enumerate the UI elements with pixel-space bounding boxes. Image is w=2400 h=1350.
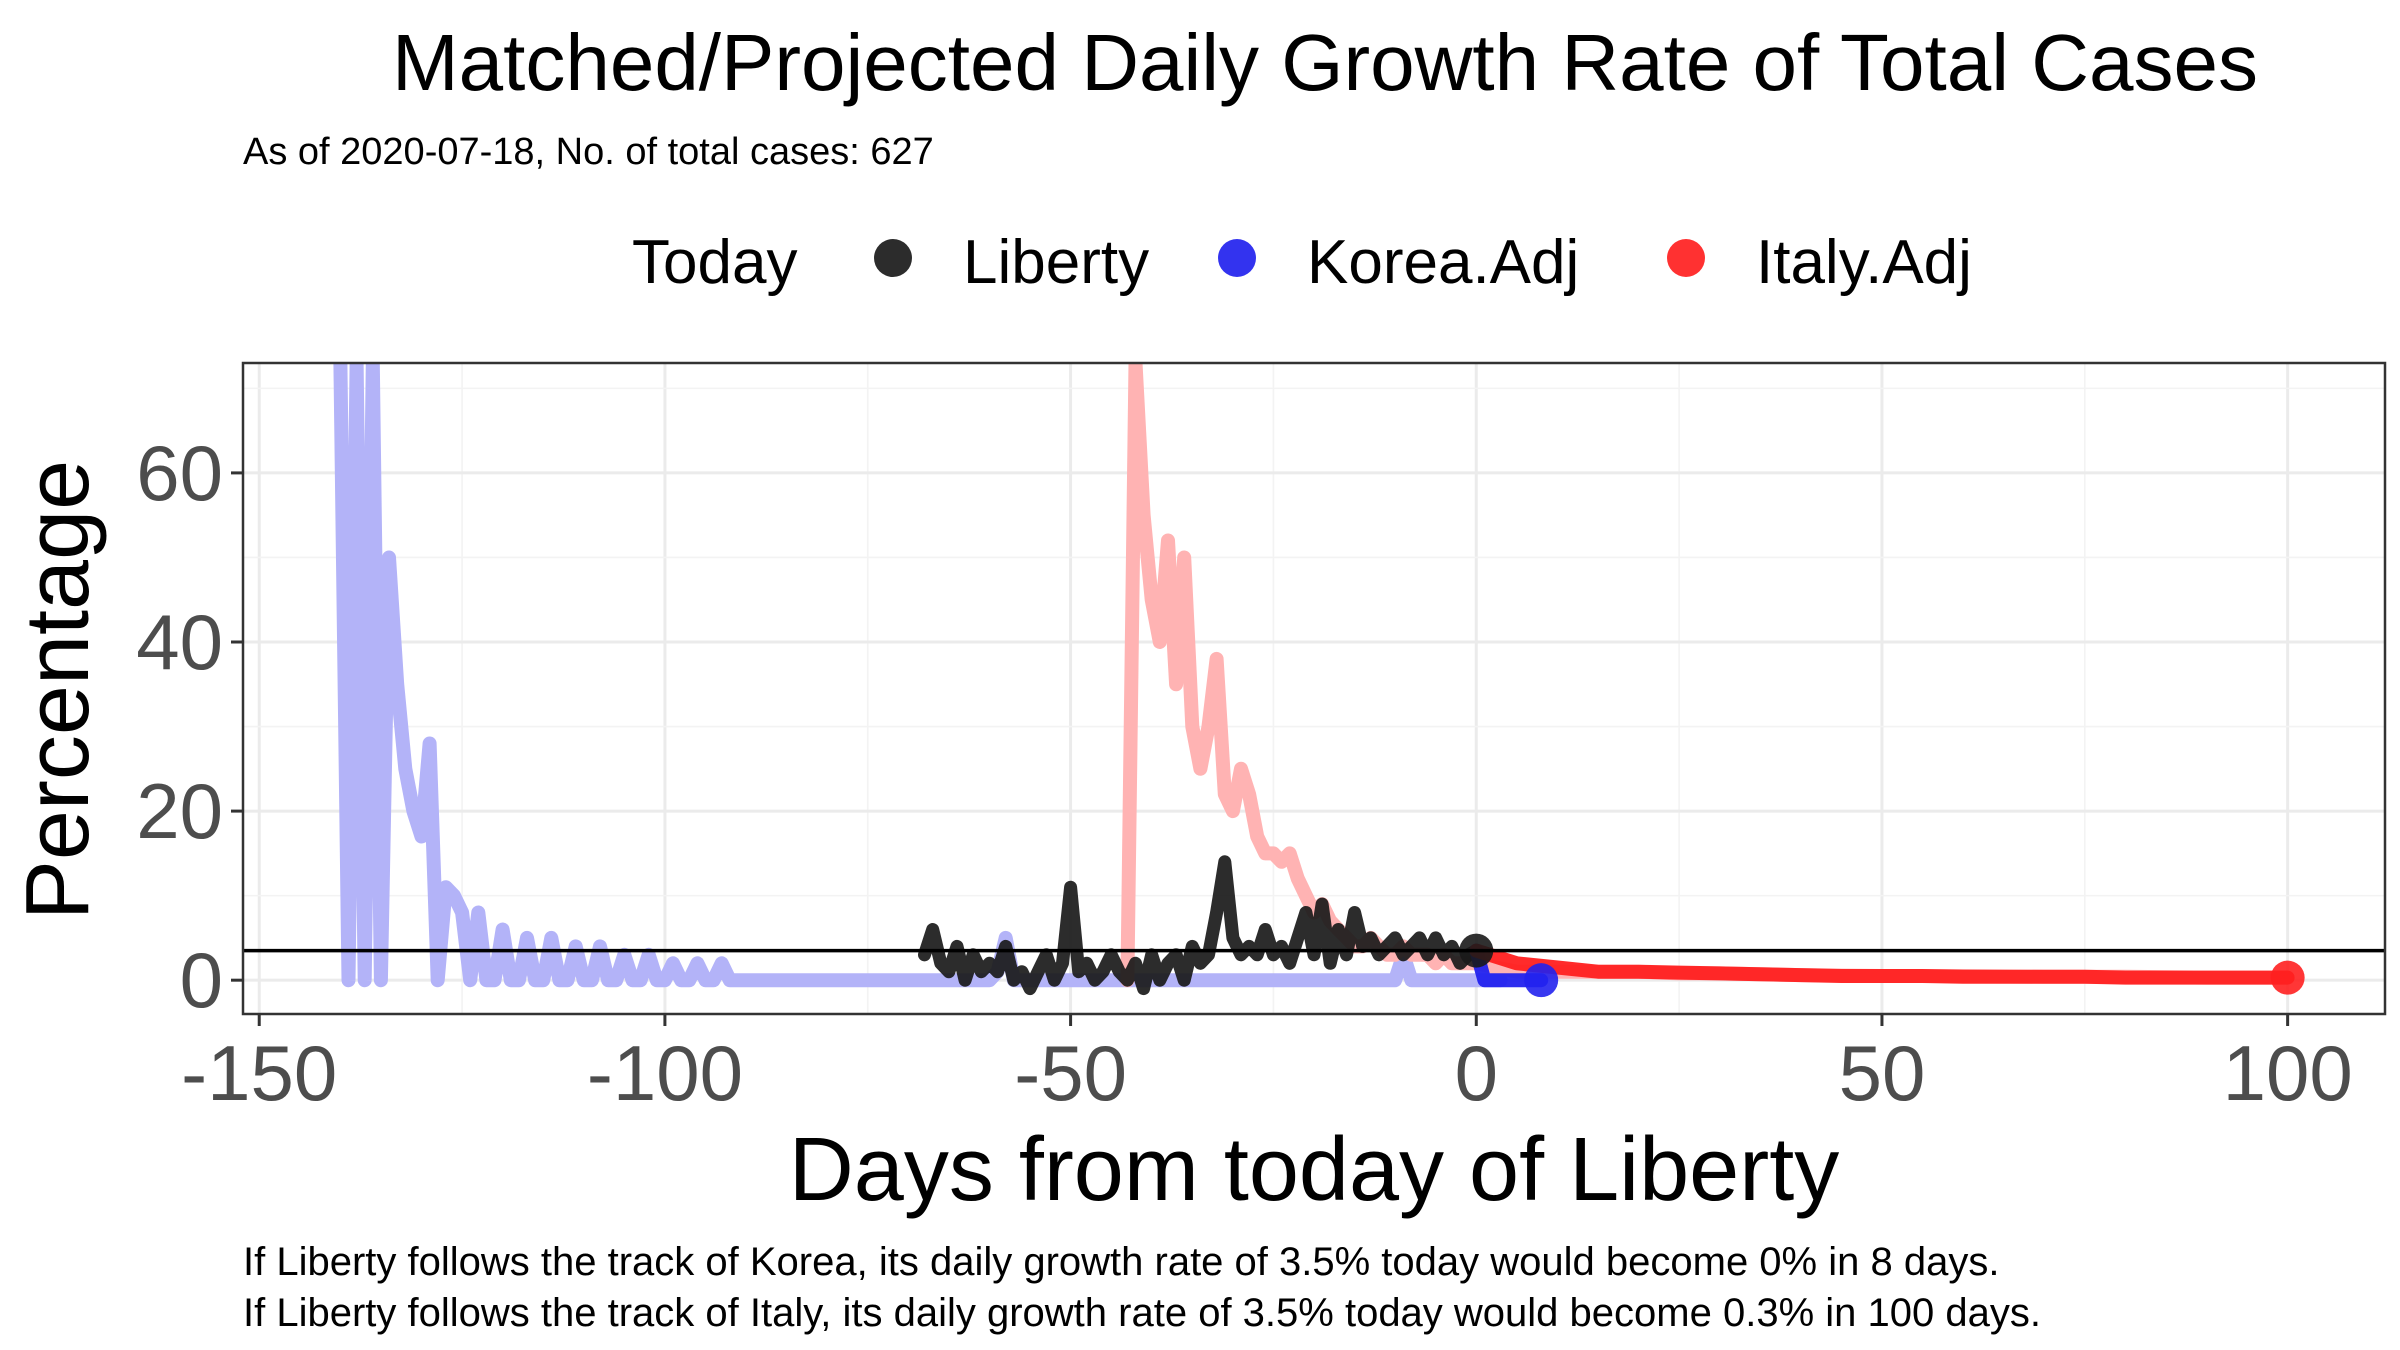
panel-border bbox=[241, 361, 2387, 1016]
endpoint-korea-adj bbox=[1524, 963, 1559, 998]
endpoint-italy-adj bbox=[2270, 960, 2305, 995]
caption-korea: If Liberty follows the track of Korea, i… bbox=[243, 1240, 1999, 1284]
legend-key-italy-adj bbox=[1667, 239, 1705, 277]
x-tick-label: -150 bbox=[181, 1029, 337, 1117]
chart-subtitle: As of 2020-07-18, No. of total cases: 62… bbox=[243, 131, 934, 173]
y-tick-label: 20 bbox=[136, 767, 223, 855]
legend: Today Liberty Korea.Adj Italy.Adj bbox=[632, 228, 1972, 297]
y-axis-title: Percentage bbox=[8, 460, 108, 920]
caption-italy: If Liberty follows the track of Italy, i… bbox=[243, 1291, 2041, 1335]
y-tick-label: 60 bbox=[136, 429, 223, 517]
x-tick-label: 0 bbox=[1455, 1029, 1498, 1117]
grid bbox=[243, 363, 2385, 1014]
legend-key-korea-adj bbox=[1218, 239, 1256, 277]
x-tick-label: 100 bbox=[2223, 1029, 2353, 1117]
y-axis: 0 20 40 60 bbox=[136, 429, 243, 1024]
legend-key-liberty bbox=[874, 239, 912, 277]
legend-title: Today bbox=[632, 228, 797, 297]
legend-label-liberty: Liberty bbox=[963, 228, 1149, 297]
x-tick-label: -50 bbox=[1014, 1029, 1127, 1117]
x-axis: -150 -100 -50 0 50 100 bbox=[181, 1014, 2353, 1117]
series-line-italy-adj-projected bbox=[1469, 943, 2295, 985]
y-tick-label: 0 bbox=[180, 936, 223, 1024]
x-axis-title: Days from today of Liberty bbox=[789, 1120, 1839, 1220]
legend-label-korea-adj: Korea.Adj bbox=[1307, 228, 1579, 297]
x-tick-label: -100 bbox=[587, 1029, 743, 1117]
x-tick-label: 50 bbox=[1839, 1029, 1926, 1117]
legend-label-italy-adj: Italy.Adj bbox=[1756, 228, 1972, 297]
y-tick-label: 40 bbox=[136, 598, 223, 686]
chart-title: Matched/Projected Daily Growth Rate of T… bbox=[392, 18, 2258, 107]
